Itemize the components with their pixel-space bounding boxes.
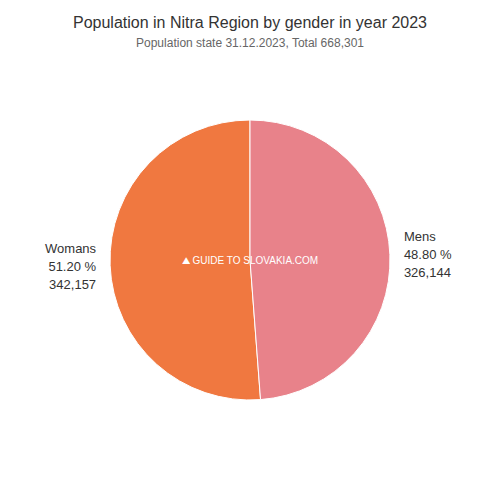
html-text:Population state 31.12.2023, T: Population state 31.12.2023, Total 668,3…: [136, 36, 364, 50]
html-text:Population in Nitra Region by: Population in Nitra Region by gender in …: [73, 14, 427, 31]
svg-text:⛰ GUIDE TO SLOVAKIA.COM: ⛰ GUIDE TO SLOVAKIA.COM: [182, 255, 318, 266]
svg-text:Mens48.80 %326,144: Mens48.80 %326,144: [404, 229, 452, 280]
svg-text:Womans51.20 %342,157: Womans51.20 %342,157: [45, 240, 97, 291]
